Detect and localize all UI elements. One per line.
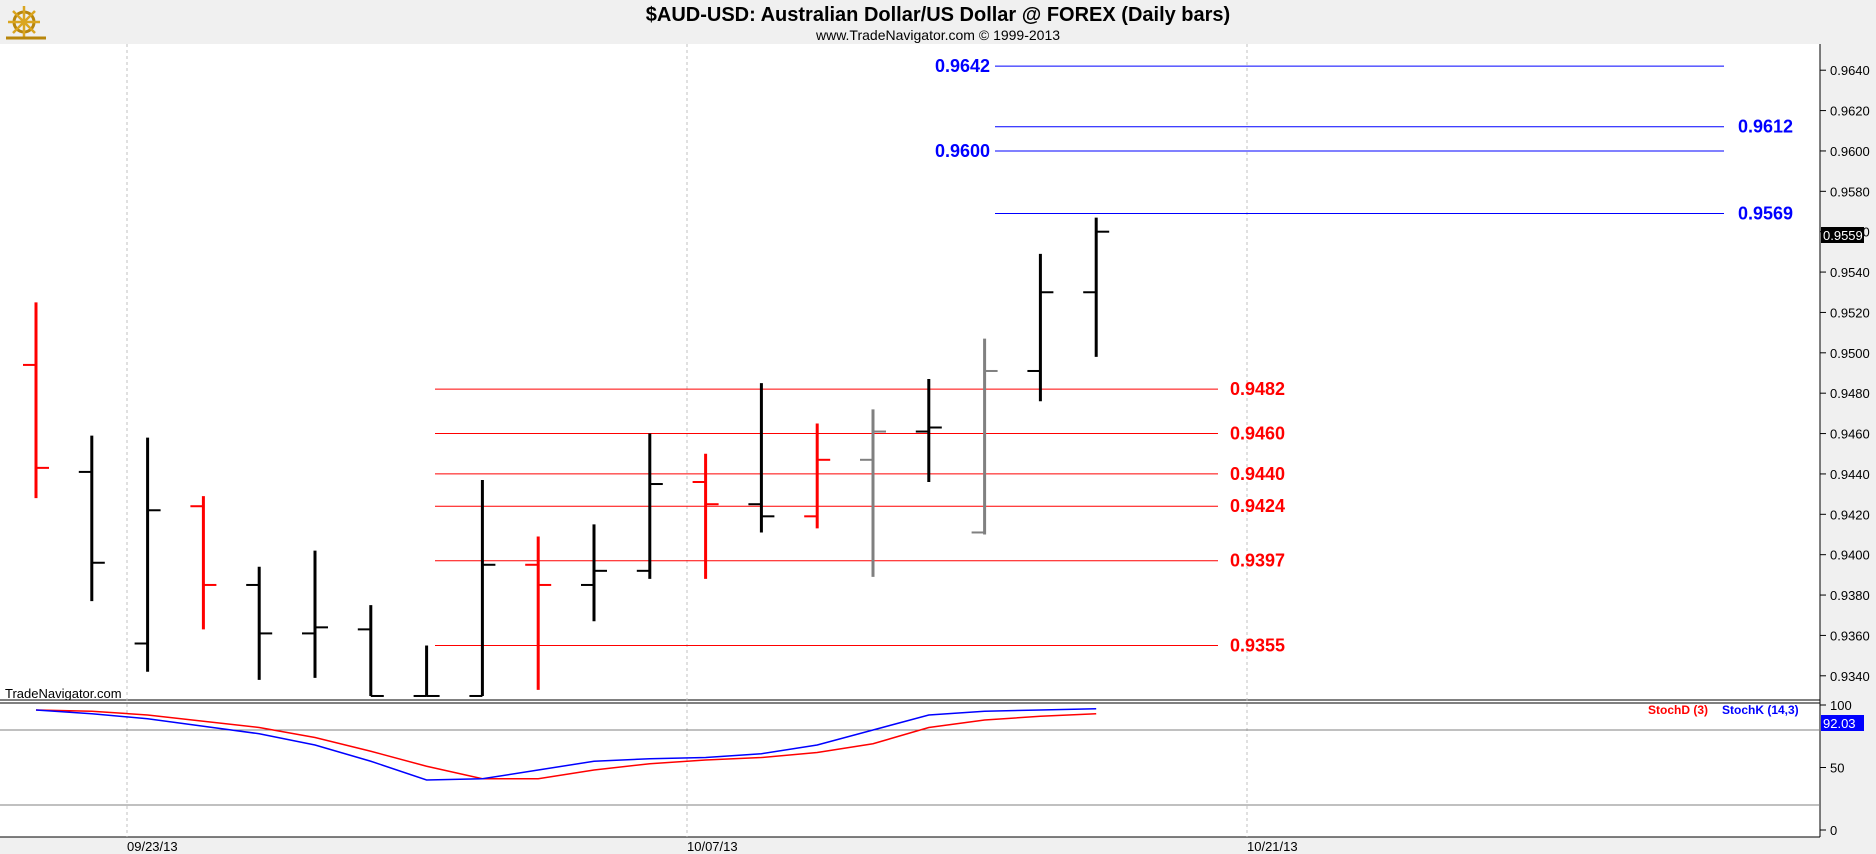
- price-tick-label: 0.9460: [1830, 427, 1870, 442]
- header-band: [0, 0, 1876, 44]
- price-tick-label: 0.9580: [1830, 184, 1870, 199]
- stochastic-panel: [0, 708, 1820, 806]
- ohlc-bar: [636, 433, 663, 579]
- ohlc-bar: [23, 302, 49, 499]
- ohlc-bar: [804, 423, 831, 529]
- date-tick-label: 10/07/13: [687, 839, 738, 854]
- resistance-label: 0.9600: [935, 141, 990, 161]
- ohlc-bar: [190, 496, 217, 630]
- stoch-tick-label: 50: [1830, 761, 1844, 776]
- price-tick-label: 0.9600: [1830, 144, 1870, 159]
- resistance-label: 0.9612: [1738, 117, 1793, 137]
- ohlc-bar: [246, 566, 273, 680]
- vertical-grid: [126, 44, 1248, 837]
- ohlc-bar: [1027, 253, 1054, 402]
- ohlc-bar: [915, 379, 942, 483]
- legend-stochk: StochK (14,3): [1722, 703, 1799, 717]
- date-tick-label: 10/21/13: [1247, 839, 1298, 854]
- ohlc-bar: [469, 479, 496, 697]
- price-tick-label: 0.9500: [1830, 346, 1870, 361]
- ohlc-bar: [860, 409, 886, 577]
- stoch-last-value-label: 92.03: [1823, 716, 1856, 731]
- date-axis-strip: [0, 837, 1876, 854]
- ohlc-bar: [971, 338, 998, 535]
- last-price-box: [1821, 227, 1864, 243]
- price-tick-label: 0.9340: [1830, 669, 1870, 684]
- ohlc-bar: [78, 435, 105, 602]
- ohlc-bar: [692, 453, 719, 579]
- watermark: TradeNavigator.com: [5, 686, 122, 701]
- level-lines: 0.9482 0.9460 0.9440 0.9424 0.9397 0.9355 0.96…: [435, 56, 1793, 656]
- price-tick-label: 0.9540: [1830, 265, 1870, 280]
- stoch-line-red: [35, 709, 1097, 780]
- ohlc-bar: [525, 536, 552, 690]
- ohlc-bars: [23, 217, 1110, 697]
- support-label: 0.9460: [1230, 424, 1285, 444]
- resistance-label: 0.9569: [1738, 204, 1793, 224]
- support-label: 0.9482: [1230, 379, 1285, 399]
- support-label: 0.9397: [1230, 551, 1285, 571]
- price-tick-label: 0.9520: [1830, 305, 1870, 320]
- price-tick-label: 0.9360: [1830, 628, 1870, 643]
- price-tick-label: 0.9620: [1830, 104, 1870, 119]
- chart-subtitle: www.TradeNavigator.com © 1999-2013: [815, 27, 1060, 43]
- ohlc-bar: [1083, 217, 1110, 357]
- date-tick-label: 09/23/13: [127, 839, 178, 854]
- ohlc-bar: [413, 645, 440, 697]
- stoch-last-value-box: [1821, 715, 1864, 731]
- resistance-label: 0.9642: [935, 56, 990, 76]
- price-tick-label: 0.9480: [1830, 386, 1870, 401]
- chart-title: $AUD-USD: Australian Dollar/US Dollar @ …: [646, 4, 1230, 26]
- support-label: 0.9355: [1230, 636, 1285, 656]
- stoch-tick-label: 100: [1830, 698, 1852, 713]
- date-axis-ticks: 09/23/13 10/07/13 10/21/13: [127, 839, 1298, 854]
- support-label: 0.9424: [1230, 496, 1285, 516]
- price-axis-strip: [1820, 44, 1876, 854]
- last-price-label: 0.9559: [1823, 228, 1863, 243]
- support-label: 0.9440: [1230, 464, 1285, 484]
- stoch-tick-label: 0: [1830, 823, 1837, 838]
- ohlc-bar: [302, 550, 328, 678]
- price-tick-label: 0.9440: [1830, 467, 1870, 482]
- price-tick-label: 0.9380: [1830, 588, 1870, 603]
- price-tick-label: 0.9420: [1830, 507, 1870, 522]
- stoch-line-blue: [35, 708, 1097, 781]
- ohlc-bar: [134, 437, 161, 672]
- ohlc-bar: [357, 605, 384, 697]
- ship-wheel-logo-icon: [6, 6, 46, 40]
- legend-stochd: StochD (3): [1648, 703, 1708, 717]
- price-tick-label: 0.9640: [1830, 63, 1870, 78]
- price-tick-label: 0.9400: [1830, 548, 1870, 563]
- ohlc-bar: [581, 524, 607, 622]
- ohlc-bar: [748, 383, 775, 533]
